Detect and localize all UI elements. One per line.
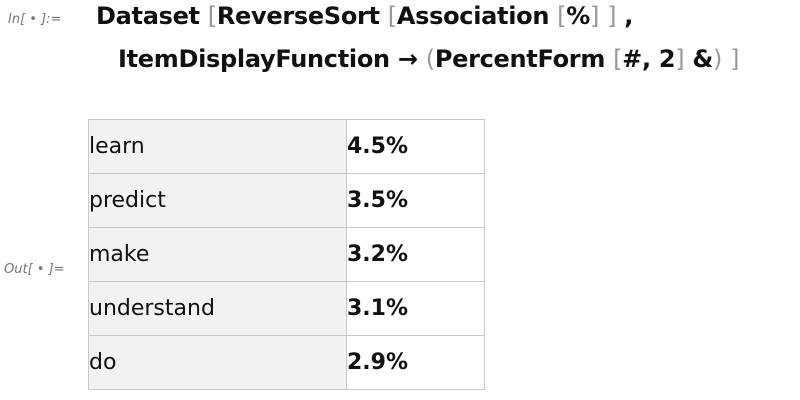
code-bracket: ]: [675, 45, 685, 73]
table-row[interactable]: understand 3.1%: [88, 281, 485, 336]
table-row[interactable]: make 3.2%: [88, 227, 485, 282]
code-token: #, 2: [622, 45, 676, 73]
dataset-output-table: learn 4.5% predict 3.5% make 3.2% understand 3.…: [88, 119, 485, 390]
input-cell-label: In[ • ]:=: [8, 12, 62, 27]
output-cell-label: Out[ • ]=: [4, 262, 65, 277]
code-bracket: [: [387, 2, 397, 30]
table-row[interactable]: predict 3.5%: [88, 173, 485, 228]
code-bracket: ]: [590, 2, 600, 30]
row-value-cell[interactable]: 3.5%: [346, 173, 485, 228]
table-row[interactable]: do 2.9%: [88, 335, 485, 390]
input-code-line-2[interactable]: ItemDisplayFunction → (PercentForm [#, 2…: [118, 45, 740, 73]
table-row[interactable]: learn 4.5%: [88, 119, 485, 174]
code-token: [599, 2, 607, 30]
code-bracket: ]: [730, 45, 740, 73]
row-key-cell[interactable]: predict: [88, 173, 347, 228]
code-token: ItemDisplayFunction →: [118, 45, 426, 73]
code-token: %: [566, 2, 590, 30]
code-bracket: ): [713, 45, 723, 73]
row-value-cell[interactable]: 4.5%: [346, 119, 485, 174]
input-code-line-1[interactable]: Dataset [ReverseSort [Association [%] ] …: [96, 2, 633, 30]
code-bracket: [: [557, 2, 567, 30]
row-value-cell[interactable]: 2.9%: [346, 335, 485, 390]
row-key-cell[interactable]: understand: [88, 281, 347, 336]
code-bracket: (: [425, 45, 435, 73]
code-token: PercentForm: [434, 45, 614, 73]
code-token: ReverseSort: [216, 2, 388, 30]
row-key-cell[interactable]: learn: [88, 119, 347, 174]
code-token: [722, 45, 730, 73]
row-value-cell[interactable]: 3.2%: [346, 227, 485, 282]
row-key-cell[interactable]: do: [88, 335, 347, 390]
code-token: Association: [396, 2, 558, 30]
row-key-cell[interactable]: make: [88, 227, 347, 282]
code-bracket: ]: [607, 2, 617, 30]
code-token: Dataset: [96, 2, 208, 30]
code-bracket: [: [207, 2, 217, 30]
code-token: ,: [616, 2, 634, 30]
code-token: &: [684, 45, 714, 73]
row-value-cell[interactable]: 3.1%: [346, 281, 485, 336]
code-bracket: [: [613, 45, 623, 73]
